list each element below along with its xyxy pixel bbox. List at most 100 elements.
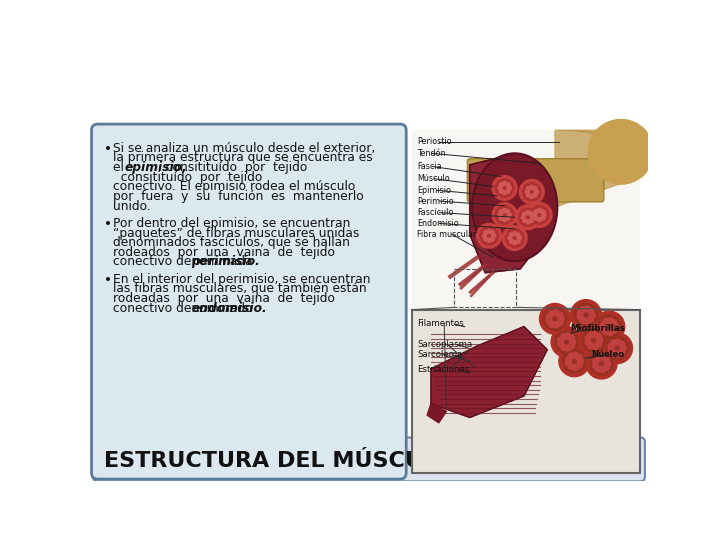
Circle shape (575, 303, 598, 327)
Text: rodeadas  por  una  vaina  de  tejido: rodeadas por una vaina de tejido (113, 292, 336, 305)
Circle shape (505, 229, 524, 247)
Circle shape (538, 218, 541, 221)
Circle shape (605, 361, 611, 367)
Circle shape (580, 318, 586, 323)
Text: Estriaciones: Estriaciones (417, 365, 469, 374)
Circle shape (611, 350, 617, 356)
Circle shape (611, 340, 617, 346)
Circle shape (606, 336, 629, 360)
Circle shape (482, 234, 487, 238)
Circle shape (506, 210, 510, 214)
Circle shape (529, 212, 533, 216)
Circle shape (527, 202, 552, 227)
Circle shape (508, 213, 511, 217)
Circle shape (534, 217, 538, 220)
Circle shape (521, 215, 525, 219)
Circle shape (500, 190, 503, 193)
Circle shape (506, 217, 510, 220)
Circle shape (526, 187, 531, 191)
Circle shape (600, 321, 606, 327)
Circle shape (576, 354, 582, 360)
Circle shape (589, 312, 595, 318)
Circle shape (516, 239, 520, 243)
Circle shape (603, 319, 609, 324)
Text: perimisio.: perimisio. (192, 255, 260, 268)
Circle shape (590, 352, 613, 375)
Text: Perimisio: Perimisio (417, 197, 454, 206)
Text: por  fuera  y  su  función  es  mantenerlo: por fuera y su función es mantenerlo (113, 190, 364, 203)
Circle shape (555, 330, 578, 354)
Circle shape (595, 341, 601, 347)
Circle shape (557, 312, 563, 318)
Polygon shape (431, 327, 547, 417)
Circle shape (615, 146, 627, 158)
Bar (412, 130, 640, 311)
Circle shape (530, 206, 549, 224)
Circle shape (558, 316, 564, 322)
Circle shape (525, 190, 529, 194)
Text: Fibra muscular: Fibra muscular (417, 230, 477, 239)
Circle shape (568, 335, 575, 341)
Circle shape (516, 205, 540, 229)
Circle shape (588, 332, 593, 338)
Text: Núcleo: Núcleo (592, 350, 625, 359)
Circle shape (611, 328, 617, 334)
Text: la primera estructura que se encuentra es: la primera estructura que se encuentra e… (113, 151, 373, 164)
Circle shape (566, 360, 572, 366)
Circle shape (526, 193, 531, 197)
Text: •: • (104, 142, 112, 156)
Circle shape (500, 217, 503, 220)
Circle shape (553, 322, 559, 328)
Circle shape (500, 210, 503, 214)
Text: rodeados  por  una  vaina  de  tejido: rodeados por una vaina de tejido (113, 246, 336, 259)
Circle shape (546, 314, 552, 320)
Text: •: • (104, 273, 112, 287)
Circle shape (557, 320, 563, 326)
Circle shape (534, 210, 538, 214)
Circle shape (607, 138, 635, 166)
FancyBboxPatch shape (467, 159, 604, 202)
Polygon shape (469, 157, 555, 273)
Circle shape (566, 356, 572, 362)
Circle shape (518, 208, 537, 226)
Circle shape (568, 343, 575, 349)
Circle shape (495, 179, 514, 197)
Circle shape (530, 194, 534, 198)
Text: Sarcoplasma: Sarcoplasma (417, 340, 472, 349)
Circle shape (484, 237, 487, 241)
Circle shape (533, 193, 537, 197)
Circle shape (530, 185, 534, 189)
Circle shape (588, 308, 594, 314)
Circle shape (578, 325, 609, 356)
Circle shape (559, 346, 590, 377)
Circle shape (580, 307, 586, 313)
Text: Endomisio: Endomisio (417, 219, 459, 228)
Text: conectivo denominada: conectivo denominada (113, 255, 256, 268)
Circle shape (585, 340, 591, 346)
Circle shape (513, 232, 517, 235)
Circle shape (620, 345, 626, 351)
Text: Por dentro del epimisio, se encuentran: Por dentro del epimisio, se encuentran (113, 217, 351, 230)
Circle shape (539, 303, 570, 334)
Circle shape (615, 352, 621, 357)
Circle shape (477, 224, 502, 248)
Circle shape (523, 183, 541, 201)
Circle shape (568, 363, 575, 369)
Circle shape (510, 233, 513, 237)
Circle shape (588, 119, 654, 184)
Circle shape (500, 183, 503, 187)
Circle shape (588, 316, 594, 322)
Text: ESTRUCTURA DEL MÚSCULO ESQUELÉTICO: ESTRUCTURA DEL MÚSCULO ESQUELÉTICO (104, 448, 634, 471)
Circle shape (603, 357, 609, 362)
Polygon shape (555, 130, 640, 207)
Circle shape (503, 208, 507, 212)
Circle shape (618, 341, 625, 347)
Circle shape (564, 333, 571, 339)
Circle shape (551, 327, 582, 357)
Circle shape (592, 343, 598, 349)
Circle shape (593, 363, 598, 369)
Circle shape (568, 353, 575, 359)
Circle shape (492, 202, 517, 227)
Circle shape (600, 326, 606, 332)
Circle shape (595, 355, 601, 361)
